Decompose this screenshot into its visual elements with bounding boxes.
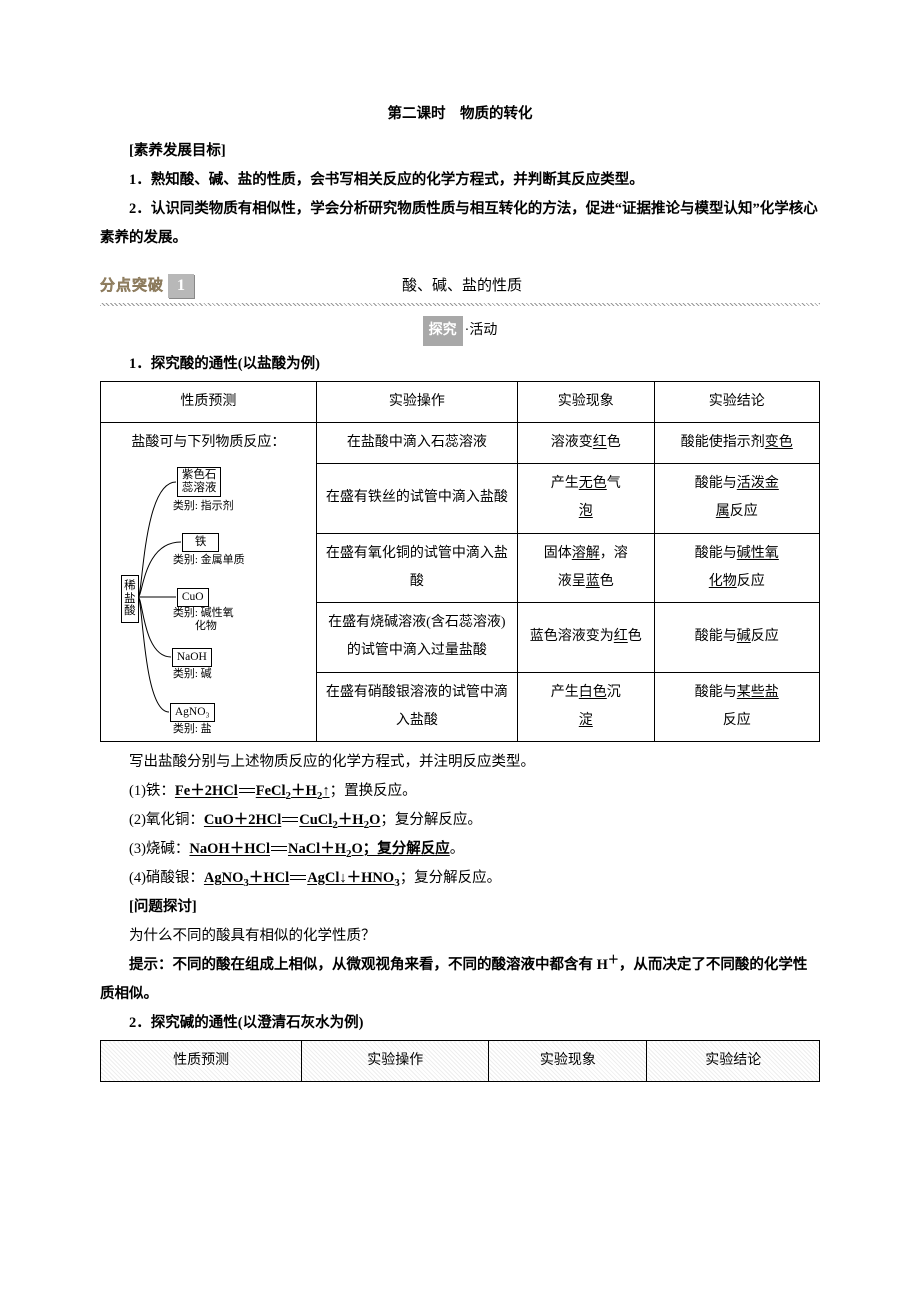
- t2-th-4: 实验结论: [647, 1041, 820, 1082]
- eq-2: (2)氧化铜：CuO＋2HClCuCl2＋H2O；复分解反应。: [100, 806, 820, 835]
- hatch-divider: [100, 303, 820, 306]
- lesson-title: 第二课时 物质的转化: [100, 100, 820, 129]
- obs-1: 溶液变红色: [518, 423, 655, 464]
- discuss-heading: [问题探讨]: [100, 893, 820, 922]
- tree-cat-base: 类别: 碱: [173, 667, 212, 681]
- after-table-text: 写出盐酸分别与上述物质反应的化学方程式，并注明反应类型。: [100, 748, 820, 777]
- eq-4: (4)硝酸银：AgNO3＋HClAgCl↓＋HNO3；复分解反应。: [100, 864, 820, 893]
- conc-3: 酸能与碱性氧化物反应: [654, 533, 819, 602]
- discuss-answer: 提示：不同的酸在组成上相似，从微观视角来看，不同的酸溶液中都含有 H＋，从而决定…: [100, 951, 820, 1009]
- obs-4: 蓝色溶液变为红色: [518, 603, 655, 672]
- breakpoint-title: 酸、碱、盐的性质: [194, 271, 820, 301]
- obs-2: 产生无色气泡: [518, 464, 655, 533]
- op-3: 在盛有氧化铜的试管中滴入盐酸: [316, 533, 517, 602]
- tree-cat-salt: 类别: 盐: [173, 722, 212, 736]
- explore-row: 探究·活动: [100, 316, 820, 346]
- tree-node-fe: 铁: [182, 533, 220, 552]
- objective-2: 2．认识同类物质有相似性，学会分析研究物质性质与相互转化的方法，促进“证据推论与…: [100, 195, 820, 253]
- tree-node-naoh: NaOH: [172, 648, 212, 667]
- t2-th-2: 实验操作: [302, 1041, 489, 1082]
- op-5: 在盛有硝酸银溶液的试管中滴入盐酸: [316, 672, 517, 741]
- eq-1: (1)铁：Fe＋2HClFeCl2＋H2↑；置换反应。: [100, 777, 820, 806]
- op-4: 在盛有烧碱溶液(含石蕊溶液)的试管中滴入过量盐酸: [316, 603, 517, 672]
- eq-3: (3)烧碱：NaOH＋HClNaCl＋H2O；复分解反应。: [100, 835, 820, 864]
- conc-5: 酸能与某些盐反应: [654, 672, 819, 741]
- tree-cat-basicoxide: 类别: 碱性氧 化物: [173, 607, 234, 633]
- tree-cat-metal: 类别: 金属单质: [173, 553, 245, 567]
- tree-node-cuo: CuO: [177, 588, 209, 607]
- breakpoint-bar: 分点突破 1 酸、碱、盐的性质: [100, 271, 820, 301]
- op-1: 在盐酸中滴入石蕊溶液: [316, 423, 517, 464]
- table-header-row: 性质预测 实验操作 实验现象 实验结论: [101, 382, 820, 423]
- base-table: 性质预测 实验操作 实验现象 实验结论: [100, 1040, 820, 1082]
- tree-cat-indicator: 类别: 指示剂: [173, 499, 234, 513]
- tree-root: 稀 盐 酸: [121, 575, 139, 623]
- t2-th-1: 性质预测: [101, 1041, 302, 1082]
- breakpoint-badge: 分点突破 1: [100, 272, 194, 300]
- conc-2: 酸能与活泼金属反应: [654, 464, 819, 533]
- explore-suffix: ·活动: [465, 323, 498, 338]
- op-2: 在盛有铁丝的试管中滴入盐酸: [316, 464, 517, 533]
- objectives-heading: [素养发展目标]: [100, 137, 820, 166]
- conc-1: 酸能使指示剂变色: [654, 423, 819, 464]
- tree-node-litmus: 紫色石 蕊溶液: [177, 467, 222, 497]
- th-conclusion: 实验结论: [654, 382, 819, 423]
- conc-4: 酸能与碱反应: [654, 603, 819, 672]
- section1-heading: 1．探究酸的通性(以盐酸为例): [100, 350, 820, 379]
- objective-1: 1．熟知酸、碱、盐的性质，会书写相关反应的化学方程式，并判断其反应类型。: [100, 166, 820, 195]
- breakpoint-label: 分点突破: [100, 271, 164, 301]
- section2-heading: 2．探究碱的通性(以澄清石灰水为例): [100, 1009, 820, 1038]
- th-observation: 实验现象: [518, 382, 655, 423]
- table-row: 盐酸可与下列物质反应： 稀 盐 酸 紫色石 蕊溶液: [101, 423, 820, 464]
- acid-table: 性质预测 实验操作 实验现象 实验结论 盐酸可与下列物质反应： 稀 盐 酸: [100, 381, 820, 742]
- tree-node-agno3: AgNO₃: [170, 703, 215, 722]
- th-operation: 实验操作: [316, 382, 517, 423]
- tree-diagram: 稀 盐 酸 紫色石 蕊溶液 类别: 指示剂 铁 类别: 金属单质 CuO 类别:…: [121, 457, 296, 735]
- discuss-question: 为什么不同的酸具有相似的化学性质？: [100, 922, 820, 951]
- table2-header-row: 性质预测 实验操作 实验现象 实验结论: [101, 1041, 820, 1082]
- obs-5: 产生白色沉淀: [518, 672, 655, 741]
- obs-3: 固体溶解，溶液呈蓝色: [518, 533, 655, 602]
- prediction-head: 盐酸可与下列物质反应：: [105, 429, 312, 457]
- breakpoint-number: 1: [168, 274, 194, 298]
- th-prediction: 性质预测: [101, 382, 317, 423]
- t2-th-3: 实验现象: [489, 1041, 647, 1082]
- explore-box: 探究: [423, 316, 463, 346]
